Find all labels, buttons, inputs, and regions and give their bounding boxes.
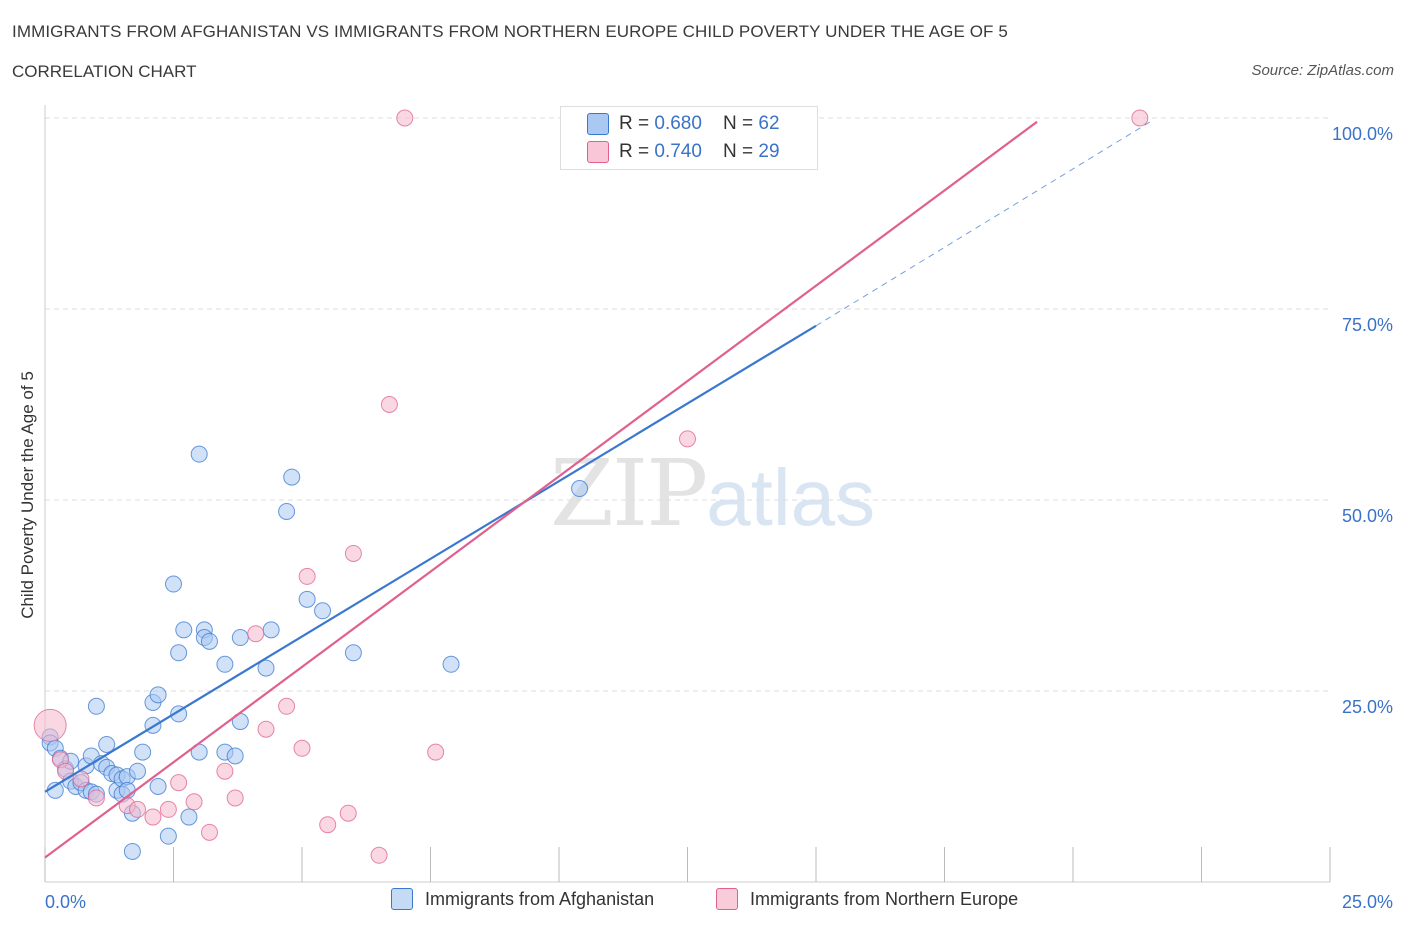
point-northern-europe bbox=[278, 697, 296, 715]
trend-line-afghanistan bbox=[44, 324, 817, 793]
point-afghanistan bbox=[226, 747, 244, 765]
point-afghanistan bbox=[180, 808, 198, 826]
legend-item-northern-europe[interactable]: Immigrants from Northern Europe bbox=[716, 888, 1018, 910]
point-northern-europe bbox=[129, 800, 147, 818]
point-northern-europe bbox=[159, 800, 177, 818]
point-northern-europe bbox=[185, 793, 203, 811]
chart-title: IMMIGRANTS FROM AFGHANISTAN VS IMMIGRANT… bbox=[12, 22, 1008, 41]
point-afghanistan bbox=[149, 778, 167, 795]
point-afghanistan bbox=[134, 743, 152, 761]
axes bbox=[44, 105, 1331, 883]
source-label: Source: ZipAtlas.com bbox=[1251, 62, 1394, 79]
point-afghanistan bbox=[262, 621, 280, 639]
stats-swatch-blue bbox=[587, 113, 609, 135]
point-afghanistan bbox=[87, 697, 105, 715]
point-afghanistan bbox=[123, 842, 141, 860]
stats-text-northern-europe: R = 0.740 N = 29 bbox=[619, 141, 780, 163]
point-northern-europe bbox=[339, 804, 357, 822]
point-northern-europe bbox=[170, 774, 188, 792]
point-northern-europe bbox=[200, 823, 218, 841]
point-northern-europe bbox=[370, 846, 388, 864]
watermark-atlas: atlas bbox=[706, 453, 876, 542]
r-value: 0.740 bbox=[654, 141, 702, 162]
stats-legend: R = 0.680 N = 62 R = 0.740 N = 29 bbox=[560, 106, 818, 170]
point-afghanistan bbox=[278, 502, 296, 520]
point-afghanistan bbox=[149, 686, 167, 704]
point-northern-europe bbox=[226, 789, 244, 807]
point-afghanistan bbox=[344, 644, 362, 662]
point-northern-europe bbox=[33, 708, 67, 742]
point-northern-europe bbox=[396, 109, 414, 127]
r-label: R = bbox=[619, 141, 655, 162]
point-afghanistan bbox=[257, 659, 275, 677]
point-northern-europe bbox=[319, 816, 337, 834]
point-northern-europe bbox=[87, 789, 105, 807]
legend-label-afghanistan: Immigrants from Afghanistan bbox=[425, 888, 655, 909]
point-afghanistan bbox=[283, 468, 301, 486]
point-northern-europe bbox=[298, 567, 316, 585]
point-northern-europe bbox=[144, 808, 162, 826]
legend-item-afghanistan[interactable]: Immigrants from Afghanistan bbox=[391, 888, 654, 910]
y-tick-label: 100.0% bbox=[1332, 124, 1393, 144]
r-value: 0.680 bbox=[654, 113, 702, 134]
trend-lines bbox=[44, 120, 1151, 859]
point-afghanistan bbox=[175, 621, 193, 639]
point-northern-europe bbox=[247, 625, 265, 643]
r-label: R = bbox=[619, 113, 655, 134]
point-northern-europe bbox=[257, 720, 275, 738]
point-northern-europe bbox=[293, 739, 311, 757]
point-afghanistan bbox=[200, 632, 218, 650]
y-tick-label: 25.0% bbox=[1342, 697, 1393, 717]
point-afghanistan bbox=[314, 602, 332, 620]
point-northern-europe bbox=[216, 762, 234, 780]
stats-text-afghanistan: R = 0.680 N = 62 bbox=[619, 113, 780, 135]
point-afghanistan bbox=[298, 590, 316, 608]
y-tick-label: 75.0% bbox=[1342, 315, 1393, 335]
point-afghanistan bbox=[216, 655, 234, 673]
point-afghanistan bbox=[129, 762, 147, 780]
point-afghanistan bbox=[571, 480, 589, 498]
y-tick-label: 50.0% bbox=[1342, 506, 1393, 526]
trend-line-northern-europe bbox=[44, 120, 1038, 859]
legend-swatch-blue bbox=[391, 888, 413, 910]
point-afghanistan bbox=[190, 445, 208, 463]
point-northern-europe bbox=[679, 430, 696, 448]
point-northern-europe bbox=[427, 743, 445, 761]
y-axis-label: Child Poverty Under the Age of 5 bbox=[18, 371, 37, 619]
n-label: N = bbox=[723, 141, 759, 162]
point-afghanistan bbox=[165, 575, 182, 593]
point-afghanistan bbox=[98, 735, 116, 753]
points-layer bbox=[33, 109, 1149, 864]
legend-label-northern-europe: Immigrants from Northern Europe bbox=[750, 888, 1019, 909]
trend-line-afghanistan-extension bbox=[815, 121, 1151, 327]
point-afghanistan bbox=[442, 655, 460, 673]
point-afghanistan bbox=[159, 827, 177, 845]
point-northern-europe bbox=[1131, 109, 1149, 127]
x-tick-label: 25.0% bbox=[1342, 892, 1393, 912]
stats-swatch-pink bbox=[587, 141, 609, 163]
point-northern-europe bbox=[380, 396, 398, 413]
legend-swatch-pink bbox=[716, 888, 738, 910]
x-tick-label: 0.0% bbox=[45, 892, 86, 912]
point-afghanistan bbox=[231, 629, 249, 647]
n-value: 29 bbox=[758, 141, 780, 162]
point-afghanistan bbox=[170, 644, 188, 662]
n-value: 62 bbox=[758, 113, 780, 134]
n-label: N = bbox=[723, 113, 759, 134]
tick-labels: 100.0% 75.0% 50.0% 25.0% 0.0% 25.0% bbox=[45, 124, 1393, 912]
chart-subtitle: CORRELATION CHART bbox=[12, 62, 197, 81]
point-northern-europe bbox=[344, 544, 362, 562]
